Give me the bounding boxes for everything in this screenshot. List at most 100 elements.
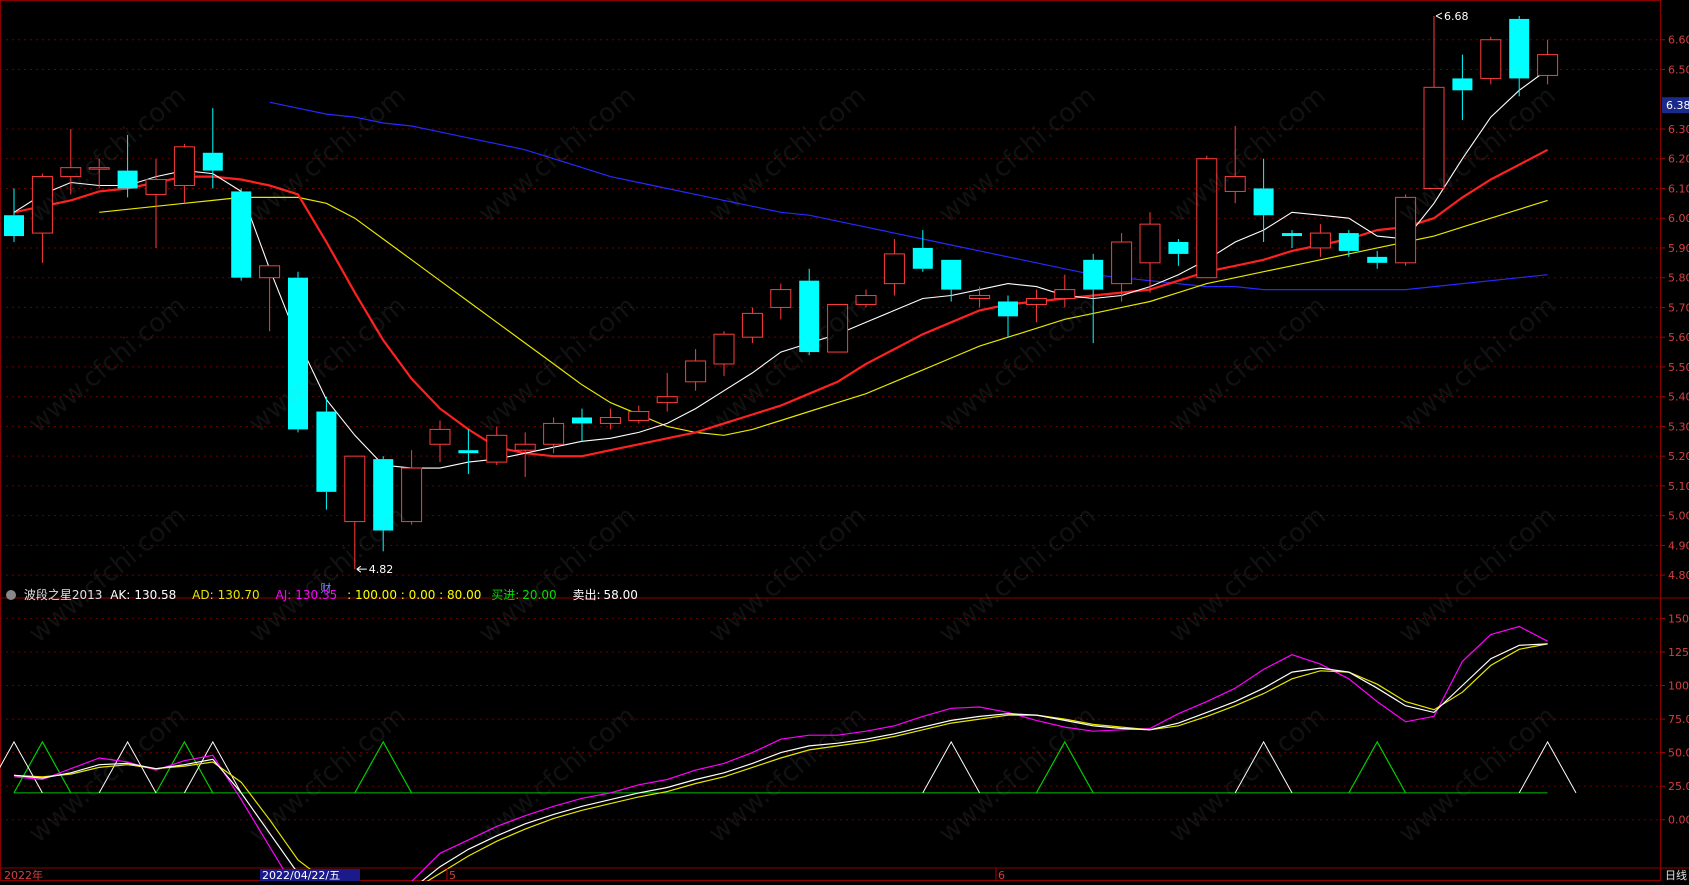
candle-body-up bbox=[855, 295, 877, 305]
price-tick-label: 4.80 bbox=[1668, 569, 1689, 582]
indicator-tick-label: 0.00 bbox=[1668, 814, 1689, 827]
candle-body-up bbox=[1480, 39, 1502, 79]
indicator-layer bbox=[0, 625, 1577, 885]
finance-marker: 财 bbox=[320, 581, 331, 595]
candle-body-up bbox=[259, 265, 281, 279]
price-tick-label: 5.90 bbox=[1668, 242, 1689, 255]
candle-body-up bbox=[883, 253, 905, 285]
candle-body-up bbox=[344, 455, 366, 523]
sell-signal bbox=[0, 740, 43, 794]
candle-body-up bbox=[656, 396, 678, 404]
candle-body-up bbox=[1395, 196, 1417, 264]
indicator-tick-label: 100.0 bbox=[1668, 680, 1689, 693]
candle-body-down bbox=[912, 247, 933, 269]
indicator-name[interactable]: 波段之星2013 bbox=[23, 588, 103, 602]
ad-label: AD: bbox=[192, 588, 214, 602]
candle-body-down bbox=[1367, 256, 1388, 263]
sell-signal bbox=[922, 740, 981, 794]
candle-body-up bbox=[599, 416, 621, 424]
candle-body-down bbox=[458, 450, 479, 454]
indicator-levels: : 100.00 : 0.00 : 80.00 bbox=[347, 588, 482, 602]
price-tick-label: 6.00 bbox=[1668, 212, 1689, 225]
aj-line bbox=[13, 625, 1548, 885]
current-price-box bbox=[1662, 97, 1689, 114]
candle-body-down bbox=[572, 417, 592, 424]
price-tick-label: 6.50 bbox=[1668, 63, 1689, 76]
buy-signal bbox=[1035, 740, 1094, 794]
plot-frame bbox=[0, 0, 1661, 881]
candle-body-up bbox=[1054, 289, 1076, 300]
candle-body-up bbox=[1423, 86, 1445, 189]
candle-body-up bbox=[1139, 223, 1161, 264]
candle-body-up bbox=[685, 360, 707, 383]
aj-value: 130.35 bbox=[295, 588, 338, 602]
aj-label: AJ: bbox=[275, 588, 292, 602]
candle-body-down bbox=[288, 277, 308, 430]
candle-body-down bbox=[1168, 242, 1189, 254]
candle-body-up bbox=[514, 443, 536, 451]
sell-signal bbox=[98, 740, 157, 794]
indicator-tick-label: 125.0 bbox=[1668, 646, 1689, 659]
ad-value: 130.70 bbox=[217, 588, 260, 602]
price-tick-label: 5.00 bbox=[1668, 510, 1689, 523]
ma10-line bbox=[13, 148, 1549, 458]
sell-signal bbox=[1234, 740, 1293, 794]
candle-body-down bbox=[117, 170, 138, 189]
high-label: 6.68 bbox=[1444, 10, 1469, 23]
candle-body-down bbox=[231, 191, 252, 278]
buy-signal bbox=[354, 740, 413, 794]
sell-value: 58.00 bbox=[603, 588, 638, 602]
candle-body-down bbox=[1282, 233, 1302, 237]
buy-signal bbox=[1348, 740, 1407, 794]
low-arrow bbox=[356, 565, 367, 573]
candle-body-down bbox=[941, 259, 962, 290]
price-tick-label: 5.30 bbox=[1668, 420, 1689, 433]
candle-body-down bbox=[1338, 233, 1359, 251]
time-label-cursor-bg bbox=[260, 869, 360, 881]
price-tick-label: 5.70 bbox=[1668, 301, 1689, 314]
candle-body-up bbox=[1537, 54, 1559, 76]
candle-body-down bbox=[316, 411, 337, 492]
candle-body-up bbox=[60, 167, 82, 178]
buy-value: 20.00 bbox=[522, 588, 557, 602]
price-tick-label: 5.60 bbox=[1668, 331, 1689, 344]
buy-label: 买进: bbox=[491, 588, 520, 602]
buy-signal bbox=[13, 740, 72, 794]
ak-line bbox=[13, 643, 1548, 885]
time-label-month-6: 6 bbox=[998, 869, 1005, 881]
ma60-line bbox=[269, 101, 1548, 291]
price-tick-label: 6.10 bbox=[1668, 182, 1689, 195]
collapse-icon[interactable] bbox=[6, 590, 16, 600]
candle-body-down bbox=[1452, 78, 1473, 91]
candle-body-up bbox=[31, 176, 53, 234]
time-label-month-5: 5 bbox=[449, 869, 456, 881]
high-arrow bbox=[1435, 12, 1443, 20]
ma20-line bbox=[99, 196, 1548, 436]
indicator-tick-label: 75.00 bbox=[1668, 713, 1689, 726]
candle-body-down bbox=[799, 280, 820, 353]
candle-body-down bbox=[1253, 188, 1274, 216]
axis-layer: 6.60 6.50 6.38 6.30 6.20 6.10 6.00 5.90 5.80 5.70… bbox=[4, 10, 1689, 882]
price-tick-label: 4.90 bbox=[1668, 539, 1689, 552]
indicator-tick-label: 50.00 bbox=[1668, 747, 1689, 760]
candle-body-up bbox=[770, 289, 792, 308]
indicator-tick-label: 25.00 bbox=[1668, 780, 1689, 793]
time-label-cursor: 2022/04/22/五 bbox=[262, 869, 340, 881]
sell-label: 卖出: bbox=[572, 588, 601, 602]
indicator-tick-label: 150.0 bbox=[1668, 612, 1689, 625]
candle-body-down bbox=[1509, 18, 1530, 79]
candle-body-up bbox=[173, 146, 195, 186]
candle-body-down bbox=[1083, 259, 1104, 290]
price-tick-label: 5.80 bbox=[1668, 272, 1689, 285]
candle-body-up bbox=[543, 422, 565, 445]
sell-signal bbox=[1518, 740, 1577, 794]
candle-body-down bbox=[998, 301, 1018, 317]
price-tick-label: 6.60 bbox=[1668, 34, 1689, 47]
candle-body-up bbox=[1111, 241, 1133, 285]
period-label: 日线 bbox=[1665, 868, 1687, 881]
candle-layer bbox=[4, 15, 1559, 570]
buy-signal bbox=[155, 740, 214, 794]
low-label: 4.82 bbox=[369, 563, 394, 576]
